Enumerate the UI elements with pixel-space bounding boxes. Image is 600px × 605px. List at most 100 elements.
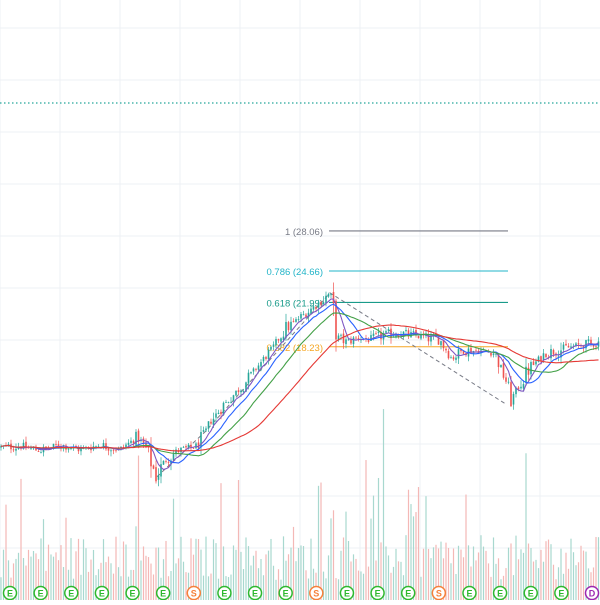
candle-body[interactable]: [550, 348, 552, 359]
event-marker-earnings[interactable]: E: [33, 585, 48, 601]
candle-body[interactable]: [590, 339, 592, 344]
trend-lines[interactable]: [156, 292, 508, 478]
candle-body[interactable]: [300, 314, 302, 319]
candle-body[interactable]: [440, 341, 442, 346]
candle-body[interactable]: [420, 334, 422, 339]
candle-body[interactable]: [410, 332, 412, 338]
candle-body[interactable]: [232, 395, 235, 401]
candle-body[interactable]: [250, 371, 252, 374]
candle-body[interactable]: [340, 334, 342, 336]
candle-body[interactable]: [35, 446, 37, 451]
candle-body[interactable]: [117, 447, 120, 451]
candle-body[interactable]: [165, 461, 167, 462]
candle-body[interactable]: [90, 448, 92, 451]
candle-body[interactable]: [375, 333, 377, 335]
candle-body[interactable]: [182, 446, 185, 448]
candle-body[interactable]: [455, 357, 457, 360]
candle-body[interactable]: [115, 450, 117, 452]
candle-body[interactable]: [155, 467, 157, 482]
candle-body[interactable]: [342, 333, 345, 344]
candle-body[interactable]: [302, 314, 305, 316]
candle-body[interactable]: [310, 308, 312, 315]
candle-body[interactable]: [372, 333, 375, 337]
candle-body[interactable]: [437, 337, 440, 345]
candle-body[interactable]: [205, 428, 207, 431]
candle-body[interactable]: [267, 349, 270, 360]
candle-body[interactable]: [492, 353, 495, 356]
candle-body[interactable]: [315, 306, 317, 309]
candle-body[interactable]: [125, 444, 127, 448]
candle-body[interactable]: [510, 382, 512, 407]
candle-body[interactable]: [395, 335, 397, 337]
candle-body[interactable]: [307, 312, 310, 318]
candle-body[interactable]: [570, 346, 572, 348]
candle-body[interactable]: [275, 339, 277, 346]
candle-body[interactable]: [70, 448, 72, 449]
event-marker-earnings[interactable]: E: [523, 585, 538, 601]
event-marker-earnings[interactable]: E: [400, 585, 416, 601]
event-marker-earnings[interactable]: E: [339, 585, 355, 601]
candle-body[interactable]: [332, 292, 335, 304]
candle-body[interactable]: [457, 349, 460, 359]
candle-body[interactable]: [132, 440, 135, 444]
event-marker-earnings[interactable]: E: [554, 585, 569, 601]
candle-body[interactable]: [37, 451, 40, 453]
candle-body[interactable]: [142, 438, 145, 443]
candle-body[interactable]: [292, 321, 295, 322]
candle-body[interactable]: [322, 302, 325, 305]
candle-body[interactable]: [442, 340, 445, 349]
event-marker-earnings[interactable]: E: [247, 585, 263, 601]
candle-body[interactable]: [22, 442, 25, 449]
candle-body[interactable]: [0, 446, 2, 448]
event-marker-split[interactable]: S: [309, 585, 324, 601]
candle-body[interactable]: [170, 460, 172, 465]
candle-body[interactable]: [552, 349, 555, 355]
fibonacci-retracement[interactable]: 1 (28.06) 0.786 (24.66) 0.618 (21.99) 0.382…: [266, 227, 508, 354]
candle-body[interactable]: [215, 413, 217, 418]
trend-line[interactable]: [156, 292, 508, 478]
candle-body[interactable]: [385, 331, 387, 333]
candle-body[interactable]: [27, 447, 30, 449]
candle-body[interactable]: [422, 334, 425, 336]
candle-body[interactable]: [490, 352, 492, 356]
candle-body[interactable]: [312, 306, 315, 310]
candle-body[interactable]: [417, 336, 420, 339]
candle-body[interactable]: [282, 336, 285, 340]
candle-body[interactable]: [97, 446, 100, 448]
candle-body[interactable]: [240, 390, 242, 393]
candle-body[interactable]: [565, 343, 567, 346]
candle-body[interactable]: [567, 345, 570, 348]
candle-body[interactable]: [505, 377, 507, 382]
candle-body[interactable]: [207, 421, 210, 429]
candle-body[interactable]: [185, 446, 187, 448]
candle-body[interactable]: [222, 402, 225, 416]
candle-body[interactable]: [460, 348, 462, 352]
candle-body[interactable]: [162, 460, 165, 465]
candle-body[interactable]: [497, 354, 500, 368]
candle-body[interactable]: [57, 444, 60, 447]
candle-body[interactable]: [450, 357, 452, 359]
event-marker-earnings[interactable]: E: [217, 585, 232, 601]
candle-body[interactable]: [230, 402, 232, 404]
candle-body[interactable]: [470, 348, 472, 354]
event-marker-earnings[interactable]: E: [278, 585, 293, 601]
event-marker-split[interactable]: S: [186, 585, 202, 601]
candle-body[interactable]: [597, 341, 600, 347]
candle-body[interactable]: [427, 334, 430, 342]
candle-body[interactable]: [285, 321, 287, 338]
candle-body[interactable]: [462, 350, 465, 354]
candle-body[interactable]: [595, 346, 597, 348]
candle-body[interactable]: [382, 333, 385, 340]
candle-body[interactable]: [95, 445, 97, 447]
candle-body[interactable]: [245, 382, 247, 392]
candle-body[interactable]: [377, 331, 380, 333]
candle-body[interactable]: [327, 294, 330, 297]
candle-body[interactable]: [537, 356, 540, 362]
candle-body[interactable]: [495, 353, 497, 355]
candle-body[interactable]: [412, 331, 415, 333]
candle-body[interactable]: [575, 343, 577, 347]
event-marker-dividend[interactable]: D: [584, 585, 600, 601]
candle-body[interactable]: [335, 300, 337, 340]
candle-body[interactable]: [237, 390, 240, 393]
candle-body[interactable]: [370, 335, 372, 341]
